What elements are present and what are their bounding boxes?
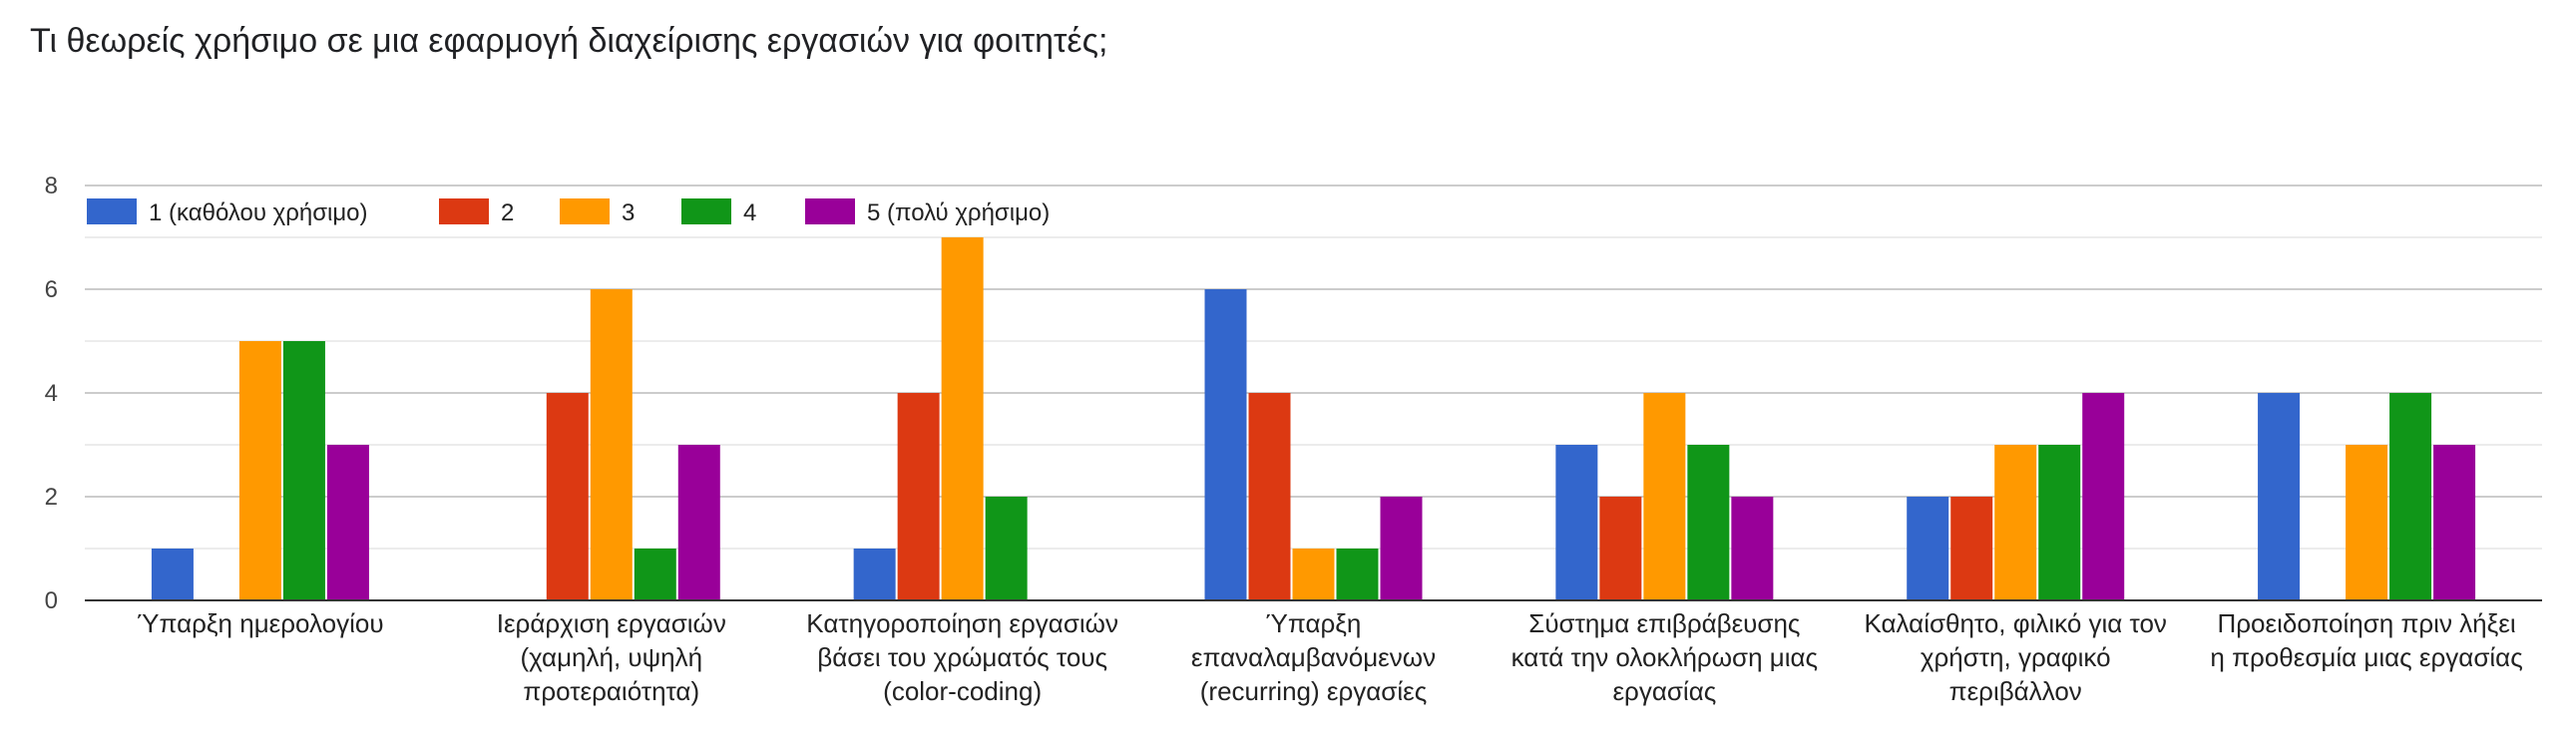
x-category-label: Κατηγοροποίηση εργασιών βάσει του χρώματό… (806, 608, 1118, 706)
legend-swatch (805, 198, 855, 224)
question-title: Τι θεωρείς χρήσιμο σε μια εφαρμογή διαχε… (30, 22, 1108, 60)
legend-swatch (681, 198, 731, 224)
x-category-label: Ύπαρξη ημερολογίου (137, 608, 383, 638)
bar (282, 341, 325, 600)
x-category-label: Ύπαρξη επαναλαμβανόμενων (recurring) εργασ… (1191, 608, 1436, 706)
bar (853, 549, 896, 600)
legend-label: 4 (743, 199, 756, 226)
bar (2433, 445, 2476, 600)
x-category-label: Ιεράρχιση εργασιών (χαμηλή, υψηλή προτεραι… (497, 608, 726, 706)
bar (238, 341, 281, 600)
bar (590, 289, 633, 600)
bar (1380, 497, 1423, 600)
bar (897, 393, 940, 600)
legend-swatch (439, 198, 489, 224)
y-tick-label: 4 (45, 380, 58, 407)
bar (677, 445, 720, 600)
bar (326, 445, 369, 600)
bar (2389, 393, 2432, 600)
bar (1907, 497, 1949, 600)
legend-label: 2 (501, 199, 514, 226)
legend-label: 5 (πολύ χρήσιμο) (867, 199, 1050, 226)
bar (1555, 445, 1598, 600)
bar (546, 393, 589, 600)
bar (2346, 445, 2388, 600)
bar (151, 549, 194, 600)
x-category-label: Προειδοποίηση πριν λήξει η προθεσμία μιας… (2210, 608, 2522, 672)
bar (2082, 393, 2125, 600)
bar (985, 497, 1028, 600)
bar (634, 549, 676, 600)
bar (1731, 497, 1774, 600)
bar (1336, 549, 1379, 600)
bar (1643, 393, 1686, 600)
bar (1204, 289, 1247, 600)
y-tick-label: 2 (45, 484, 58, 511)
legend-label: 3 (622, 199, 635, 226)
bar (1599, 497, 1642, 600)
legend-swatch (560, 198, 610, 224)
legend-swatch (87, 198, 137, 224)
bar (941, 237, 984, 600)
legend-label: 1 (καθόλου χρήσιμο) (149, 199, 368, 226)
bar (1292, 549, 1335, 600)
bar (1950, 497, 1993, 600)
bar (1248, 393, 1291, 600)
x-category-label: Καλαίσθητο, φιλικό για τον χρήστη, γραφικ… (1865, 608, 2167, 706)
y-tick-label: 0 (45, 587, 58, 614)
x-category-label: Σύστημα επιβράβευσης κατά την ολοκλήρωση … (1511, 608, 1818, 706)
bar (1687, 445, 1730, 600)
y-tick-label: 8 (45, 173, 58, 199)
bar (2038, 445, 2081, 600)
y-tick-label: 6 (45, 276, 58, 303)
bar (1994, 445, 2037, 600)
bar (2258, 393, 2301, 600)
